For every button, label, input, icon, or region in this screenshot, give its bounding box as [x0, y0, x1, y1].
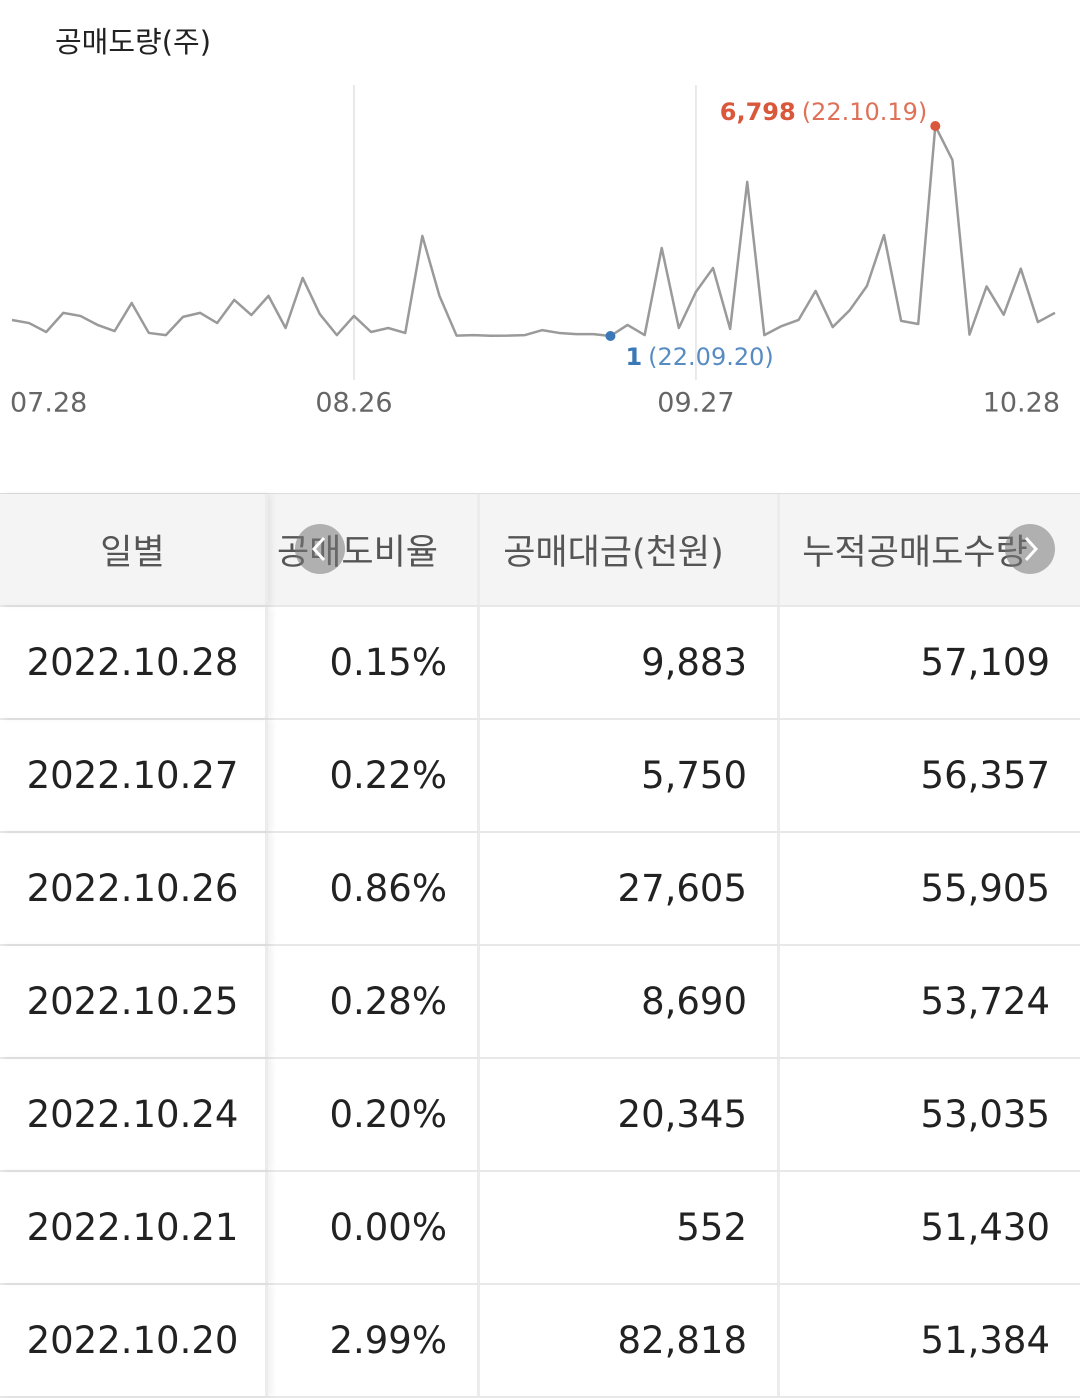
- table-row: 2022.10.28 0.15% 9,883 57,109: [0, 607, 1080, 720]
- table-cell: 53,724: [920, 980, 1050, 1023]
- table: 일별 공매도비율 공매대금(천원) 누적공매도수량 2022.10.28 0.15% 9,8…: [0, 493, 1080, 1398]
- table-cell: 0.28%: [268, 946, 480, 1057]
- header-cell: 공매대금(천원): [480, 494, 780, 605]
- table-cell: 53,035: [920, 1093, 1050, 1136]
- chart-title: 공매도량(주): [55, 25, 211, 59]
- table-cell: 9,883: [480, 607, 780, 718]
- table-row: 2022.10.20 2.99% 82,818 51,384: [0, 1285, 1080, 1398]
- min-value-label: 1: [625, 343, 642, 371]
- table-cell: 55,905: [920, 867, 1050, 910]
- table-cell: 82,818: [480, 1285, 780, 1396]
- table-cell: 5,750: [480, 720, 780, 831]
- table-cell: 51,430: [920, 1206, 1050, 1249]
- table-cell: 2022.10.27: [0, 720, 268, 831]
- table-cell: 2.99%: [268, 1285, 480, 1396]
- chart: 공매도량(주) 07.28 08.26 09.27 10.28 6,798 (22.10.…: [10, 25, 1060, 419]
- scroll-right-button[interactable]: [1005, 524, 1055, 574]
- min-date-label: (22.09.20): [648, 343, 774, 371]
- table-cell: 2022.10.25: [0, 946, 268, 1057]
- table-row: 2022.10.27 0.22% 5,750 56,357: [0, 720, 1080, 833]
- table-cell: 0.00%: [268, 1172, 480, 1283]
- table-cell: 0.15%: [268, 607, 480, 718]
- min-point: [605, 331, 616, 341]
- max-point: [930, 121, 941, 131]
- header-cell: 일별: [0, 494, 268, 605]
- table-cell: 56,357: [920, 754, 1050, 797]
- min-annotation: 1 (22.09.20): [625, 343, 773, 371]
- table-row: 2022.10.24 0.20% 20,345 53,035: [0, 1059, 1080, 1172]
- header-cell: 누적공매도수량: [802, 533, 1028, 573]
- table-cell: 2022.10.26: [0, 833, 268, 944]
- table-cell: 20,345: [480, 1059, 780, 1170]
- table-cell: 0.20%: [268, 1059, 480, 1170]
- table-row: 2022.10.25 0.28% 8,690 53,724: [0, 946, 1080, 1059]
- table-cell: 51,384: [920, 1319, 1050, 1362]
- table-cell: 8,690: [480, 946, 780, 1057]
- table-row: 2022.10.26 0.86% 27,605 55,905: [0, 833, 1080, 946]
- x-tick-label: 09.27: [657, 388, 734, 419]
- chevron-right: [1024, 536, 1039, 562]
- table-cell: 57,109: [920, 641, 1050, 684]
- table-cell: 2022.10.24: [0, 1059, 268, 1170]
- table-cell: 2022.10.28: [0, 607, 268, 718]
- x-tick-label: 08.26: [315, 388, 392, 419]
- x-tick-label: 10.28: [983, 388, 1060, 419]
- max-value-label: 6,798: [720, 98, 796, 126]
- table-row: 2022.10.21 0.00% 552 51,430: [0, 1172, 1080, 1285]
- max-annotation: 6,798 (22.10.19): [720, 98, 928, 126]
- x-tick-label: 07.28: [10, 388, 87, 419]
- header-row: 일별 공매도비율 공매대금(천원) 누적공매도수량: [0, 493, 1080, 607]
- table-cell: 552: [480, 1172, 780, 1283]
- table-cell: 2022.10.20: [0, 1285, 268, 1396]
- scroll-left-button[interactable]: [295, 524, 345, 574]
- max-date-label: (22.10.19): [802, 98, 928, 126]
- table-cell: 27,605: [480, 833, 780, 944]
- table-cell: 0.86%: [268, 833, 480, 944]
- table-cell: 0.22%: [268, 720, 480, 831]
- chevron-left: [311, 536, 326, 562]
- data-line: [11, 124, 1056, 338]
- table-cell: 2022.10.21: [0, 1172, 268, 1283]
